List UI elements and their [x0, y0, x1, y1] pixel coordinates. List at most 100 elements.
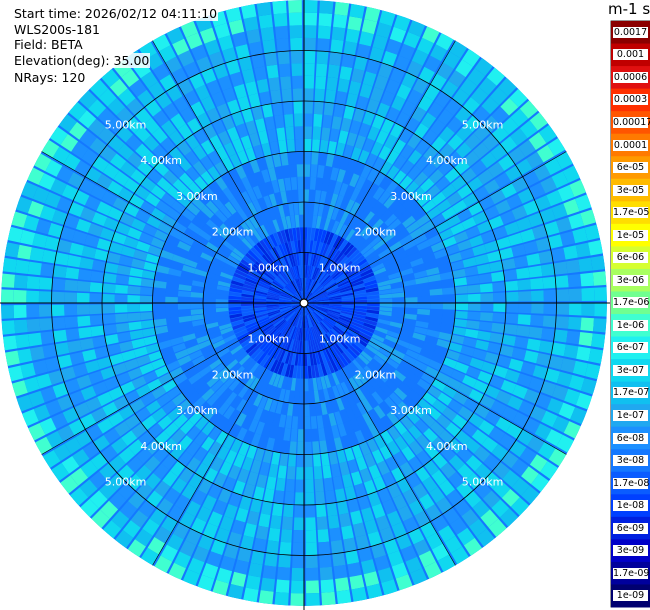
range-gate-cell [336, 383, 346, 397]
range-gate-cell [67, 254, 82, 268]
range-gate-cell [64, 316, 78, 329]
range-gate-cell [201, 224, 216, 237]
range-gate-cell [266, 235, 275, 249]
range-gate-cell [341, 303, 355, 306]
range-gate-cell [237, 385, 249, 399]
range-gate-cell [245, 120, 257, 135]
range-gate-cell [301, 340, 304, 354]
range-gate-cell [284, 229, 291, 242]
range-gate-cell [415, 139, 430, 155]
range-gate-cell [24, 376, 40, 393]
range-gate-cell [306, 593, 320, 606]
range-gate-cell [15, 259, 30, 274]
range-gate-cell [40, 263, 55, 277]
range-gate-cell [238, 441, 250, 457]
range-gate-cell [248, 93, 261, 108]
range-gate-cell [384, 213, 398, 227]
range-gate-cell [321, 276, 332, 286]
range-gate-cell [334, 411, 343, 425]
range-gate-cell [113, 396, 130, 411]
range-gate-cell [450, 334, 465, 345]
range-gate-cell [249, 269, 262, 278]
range-gate-cell [62, 407, 79, 424]
range-gate-cell [326, 313, 339, 320]
range-gate-cell [404, 291, 418, 297]
range-gate-cell [379, 160, 393, 176]
range-gate-cell [169, 444, 185, 460]
range-ring-label: 5.00km [105, 476, 147, 489]
range-gate-cell [520, 361, 536, 376]
range-gate-cell [308, 252, 312, 266]
range-gate-cell [275, 25, 289, 40]
range-gate-cell [375, 22, 392, 39]
range-gate-cell [347, 325, 361, 335]
range-gate-cell [228, 465, 241, 480]
range-gate-cell [423, 460, 440, 476]
range-gate-cell [364, 279, 377, 287]
range-gate-cell [191, 489, 207, 506]
range-gate-cell [249, 328, 262, 338]
range-gate-cell [119, 501, 138, 519]
range-gate-cell [308, 279, 315, 292]
range-gate-cell [355, 356, 367, 369]
range-gate-cell [338, 368, 349, 382]
range-gate-cell [402, 395, 417, 410]
range-gate-cell [396, 364, 410, 377]
range-gate-cell [350, 146, 362, 162]
range-gate-cell [228, 19, 245, 35]
range-gate-cell [464, 133, 482, 150]
range-gate-cell [517, 314, 531, 326]
range-gate-cell [241, 401, 253, 416]
range-gate-cell [387, 425, 401, 440]
range-gate-cell [82, 442, 100, 459]
range-gate-cell [328, 291, 341, 297]
range-gate-cell [241, 308, 255, 313]
range-gate-cell [285, 215, 292, 229]
range-gate-cell [398, 382, 412, 396]
range-gate-cell [461, 509, 479, 527]
range-gate-cell [281, 440, 290, 454]
colorbar-tick-label: 1e-07 [613, 409, 648, 421]
range-gate-cell [268, 77, 280, 91]
range-gate-cell [532, 225, 548, 240]
range-gate-cell [370, 200, 383, 215]
range-gate-cell [424, 55, 442, 73]
range-gate-cell [92, 156, 109, 173]
range-gate-cell [266, 297, 279, 301]
range-gate-cell [345, 199, 355, 213]
range-gate-cell [235, 194, 247, 208]
range-gate-cell [380, 90, 395, 107]
range-gate-cell [354, 296, 367, 300]
range-gate-cell [101, 190, 118, 206]
range-gate-cell [272, 316, 284, 326]
range-gate-cell [333, 103, 345, 118]
range-gate-cell [316, 296, 329, 301]
range-gate-cell [419, 493, 435, 510]
range-gate-cell [79, 257, 94, 270]
range-gate-cell [335, 488, 346, 503]
range-gate-cell [188, 372, 202, 385]
range-gate-cell [378, 347, 392, 358]
range-gate-cell [308, 202, 314, 215]
range-gate-cell [111, 437, 128, 454]
range-gate-cell [314, 309, 326, 318]
range-gate-cell [491, 444, 509, 461]
range-gate-cell [28, 390, 45, 408]
range-gate-cell [260, 500, 273, 515]
range-gate-cell [314, 190, 321, 204]
range-gate-cell [286, 268, 294, 281]
range-gate-cell [344, 213, 354, 227]
range-gate-cell [285, 478, 295, 493]
range-gate-cell [529, 454, 548, 472]
range-gate-cell [526, 253, 541, 266]
range-gate-cell [371, 262, 385, 272]
range-gate-cell [353, 293, 367, 298]
range-gate-cell [411, 207, 426, 221]
range-gate-cell [389, 374, 403, 387]
range-gate-cell [397, 210, 412, 223]
range-gate-cell [51, 317, 66, 330]
range-gate-cell [318, 541, 331, 556]
range-gate-cell [240, 190, 252, 205]
range-gate-cell [165, 282, 180, 290]
range-gate-cell [442, 236, 457, 248]
